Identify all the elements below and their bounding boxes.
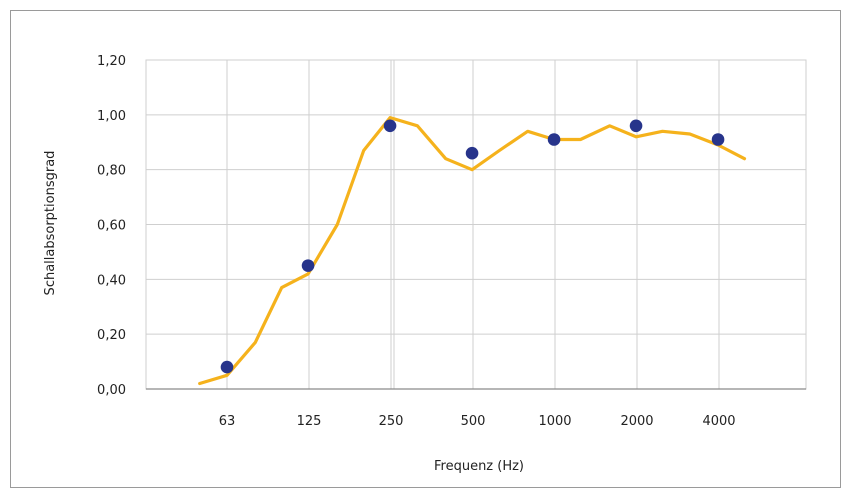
x-tick-label: 1000 [538, 414, 571, 429]
x-tick-label: 250 [379, 414, 404, 429]
x-tick-label: 2000 [620, 414, 653, 429]
chart-frame [10, 10, 841, 488]
series [198, 115, 747, 386]
y-tick-label: 0,00 [97, 383, 126, 398]
data-point [465, 146, 479, 160]
y-tick-label: 1,20 [97, 54, 126, 69]
x-tick-label: 4000 [702, 414, 735, 429]
data-point [547, 133, 561, 146]
data-point [220, 360, 234, 374]
data-point [711, 133, 725, 146]
y-tick-label: 1,00 [97, 109, 126, 124]
x-tick-label: 63 [219, 414, 236, 429]
x-tick-label: 125 [297, 414, 322, 429]
data-point [301, 259, 315, 272]
tick-labels: 0,00 0,20 0,40 0,60 0,80 1,00 1,20 63 125 250 500 1… [97, 54, 736, 429]
y-tick-label: 0,80 [97, 164, 126, 179]
series-line [198, 115, 747, 386]
y-tick-label: 0,40 [97, 273, 126, 288]
x-axis-label: Frequenz (Hz) [434, 459, 524, 474]
y-tick-label: 0,20 [97, 328, 126, 343]
data-point [383, 119, 397, 133]
data-point [629, 119, 643, 133]
y-tick-label: 0,60 [97, 219, 126, 234]
grid [145, 59, 807, 390]
x-tick-label: 500 [461, 414, 486, 429]
y-axis-label: Schallabsorptionsgrad [43, 151, 58, 296]
